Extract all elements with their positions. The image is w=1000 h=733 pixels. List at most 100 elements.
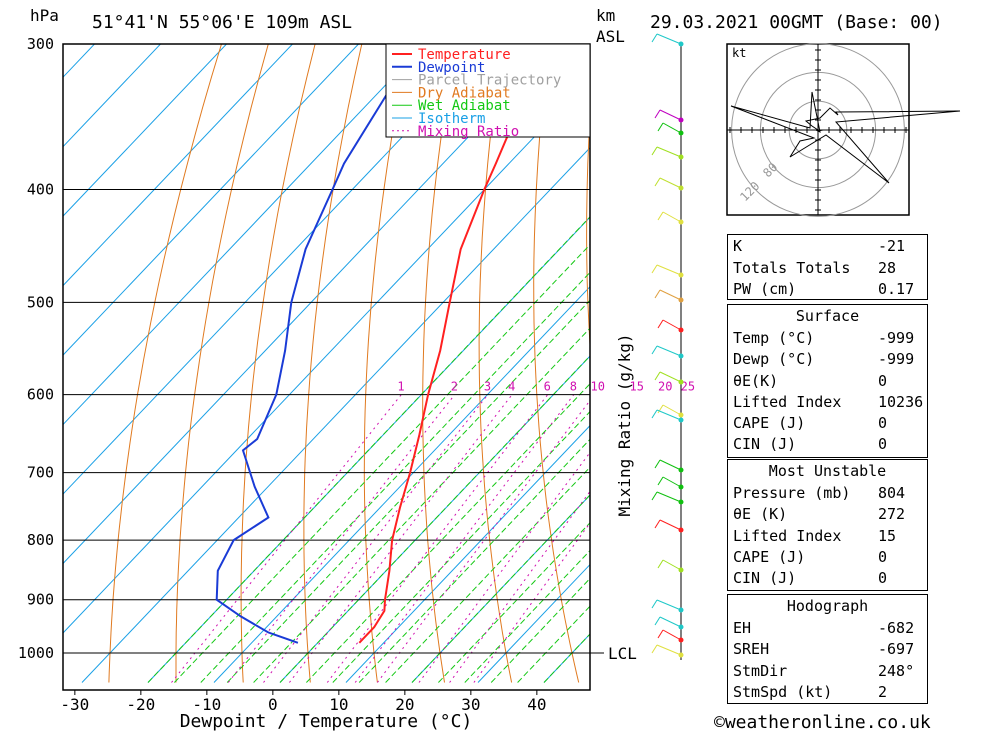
legend-entry: Parcel Trajectory [418, 73, 561, 89]
x-tick-label: 10 [329, 695, 348, 714]
wind-level-marker [678, 527, 684, 533]
mu-row: CAPE (J) 0 [733, 548, 922, 569]
surface-title: Surface [795, 307, 860, 325]
wind-barb-flag [651, 599, 658, 609]
dry-adiabat-line [478, 44, 513, 683]
wind-barb [659, 177, 682, 189]
wind-level-marker [678, 652, 684, 658]
surface-label: Dewp (°C) [733, 350, 815, 368]
index-row-totals: Totals Totals 28 [733, 259, 922, 280]
mixing-ratio-line [354, 394, 575, 683]
mu-value: 0 [878, 569, 888, 587]
dewpoint-profile [215, 44, 419, 644]
wind-barb [659, 519, 682, 531]
wind-level-marker [678, 499, 684, 505]
wind-level-marker [678, 297, 684, 303]
surface-row: Dewp (°C) -999 [733, 350, 922, 371]
mixing-ratio-line [227, 394, 456, 683]
x-tick-label: -10 [192, 695, 221, 714]
hodo-value: -682 [878, 619, 915, 637]
wind-barb-flag [657, 319, 664, 329]
wind-barb-flag [651, 146, 658, 156]
copyright[interactable]: ©weatheronline.co.uk [714, 712, 931, 733]
wind-barb [662, 559, 682, 571]
wind-level-marker [678, 624, 684, 630]
wind-level-marker [678, 117, 684, 123]
wind-barb [662, 404, 682, 416]
legend-entry: Temperature [418, 47, 511, 63]
index-value: -21 [878, 237, 906, 255]
mu-row: CIN (J) 0 [733, 569, 922, 590]
mu-label: CAPE (J) [733, 548, 806, 566]
x-axis-title: Dewpoint / Temperature (°C) [180, 711, 473, 732]
wind-level-marker [678, 567, 684, 573]
dry-adiabat-line [175, 44, 269, 683]
hodo-label: EH [733, 619, 752, 637]
legend-entry: Mixing Ratio [418, 124, 519, 140]
wind-level-marker [678, 219, 684, 225]
wind-barb [656, 33, 682, 45]
dry-adiabat-line [303, 44, 363, 683]
legend-entry: Dewpoint [418, 60, 485, 76]
wind-barb [662, 476, 682, 488]
wet-adiabat-line [358, 438, 590, 683]
wind-barb [656, 264, 682, 276]
wet-adiabat-line [279, 355, 590, 683]
wind-barb-flag [654, 289, 661, 299]
mixing-ratio-axis-title: Mixing Ratio (g/kg) [615, 333, 634, 516]
dry-adiabat-line [638, 9, 713, 682]
wind-barb-flag [654, 519, 661, 529]
isotherm-line [63, 44, 162, 148]
wet-adiabat-line [332, 410, 590, 683]
wind-level-marker [678, 327, 684, 333]
hodograph-title: Hodograph [786, 597, 869, 615]
pressure-tick-label: 500 [27, 293, 54, 311]
index-row-pw: PW (cm) 0.17 [733, 280, 922, 301]
wet-adiabat-line [411, 494, 590, 683]
surface-label: Lifted Index [733, 393, 842, 411]
isotherm-line [477, 563, 590, 683]
mixing-ratio-line [326, 394, 549, 683]
wind-level-marker [678, 607, 684, 613]
hodo-row: StmSpd (kt) 2 [733, 683, 922, 704]
hodo-row: EH -682 [733, 619, 922, 640]
mixing-ratio-line [171, 394, 402, 683]
pressure-tick-label: 700 [27, 464, 54, 482]
wind-barb-flag [651, 409, 658, 419]
mixing-ratio-tick-label: 3 [484, 380, 491, 394]
surface-value: 0 [878, 414, 888, 432]
hodograph-unit-label: kt [732, 46, 746, 60]
x-tick-label: 20 [395, 695, 414, 714]
x-tick-label: 40 [527, 695, 546, 714]
x-tick-label: -30 [60, 695, 89, 714]
hodo-label: StmSpd (kt) [733, 683, 833, 701]
mixing-ratio-tick-label: 2 [451, 380, 458, 394]
pressure-tick-label: 400 [27, 181, 54, 199]
wind-barb [659, 371, 682, 383]
dry-adiabat-line [422, 44, 456, 683]
legend-entry: Dry Adiabat [418, 85, 511, 101]
wind-barb-flag [657, 122, 664, 132]
wind-barb-flag [657, 476, 664, 486]
hodo-label: StmDir [733, 662, 788, 680]
surface-row: Temp (°C) -999 [733, 329, 922, 350]
forecast-datetime: 29.03.2021 00GMT (Base: 00) [650, 12, 943, 33]
mu-label: Pressure (mb) [733, 484, 851, 502]
mixing-ratio-tick-label: 6 [544, 380, 551, 394]
index-label: Totals Totals [733, 259, 851, 277]
mixing-ratio-line [418, 451, 590, 683]
pressure-tick-label: 300 [27, 35, 54, 53]
dry-adiabat-line [967, 9, 1000, 682]
hpa-unit-label: hPa [30, 6, 59, 25]
wind-level-marker [678, 379, 684, 385]
wet-adiabat-line [226, 299, 590, 683]
mu-label: Lifted Index [733, 527, 842, 545]
dry-adiabat-line [363, 44, 410, 683]
wind-barb-flag [651, 644, 658, 654]
hodo-value: 2 [878, 683, 888, 701]
mixing-ratio-tick-label: 20 [658, 380, 672, 394]
surface-value: -999 [878, 329, 915, 347]
wet-adiabat-line [174, 243, 590, 683]
